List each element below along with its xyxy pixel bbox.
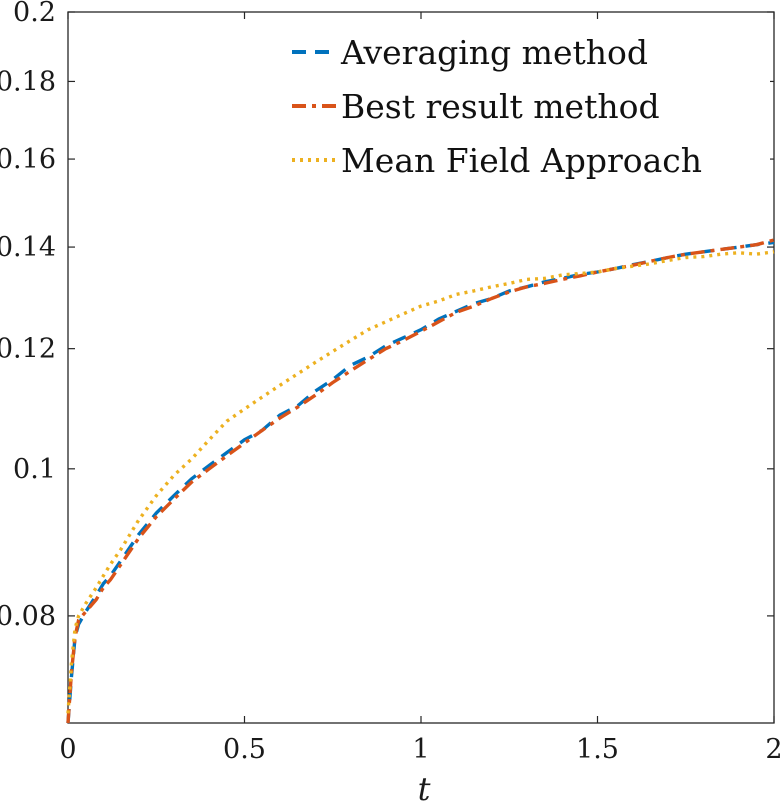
- x-tick-label: 1: [412, 734, 429, 765]
- legend-entry-label: Mean Field Approach: [341, 141, 702, 180]
- y-tick-label: 0.12: [0, 334, 56, 365]
- x-tick-label: 1.5: [576, 734, 619, 765]
- tick-labels: 0 0.5 1 1.5 2 0.08 0.1 0.12 0.14 0.16 0.18 0.2: [0, 0, 783, 765]
- series-line-2: [66, 238, 775, 724]
- legend-entry-label: Averaging method: [340, 33, 648, 72]
- y-tick-label: 0.2: [13, 0, 56, 28]
- x-tick-label: 0.5: [223, 734, 266, 765]
- x-tick-label: 2: [765, 734, 782, 765]
- y-tick-label: 0.1: [13, 454, 56, 485]
- series-line-3: [66, 250, 775, 714]
- legend-entry-label: Best result method: [341, 87, 660, 126]
- y-tick-label: 0.14: [0, 232, 56, 263]
- y-tick-label: 0.08: [0, 601, 56, 632]
- series-layer: [66, 238, 775, 724]
- legend: Averaging method Best result method Mean F…: [282, 24, 770, 188]
- legend-box: [282, 24, 770, 188]
- x-axis-label: t: [418, 770, 431, 808]
- x-tick-label: 0: [59, 734, 76, 765]
- y-tick-label: 0.18: [0, 66, 56, 97]
- y-tick-label: 0.16: [0, 144, 56, 175]
